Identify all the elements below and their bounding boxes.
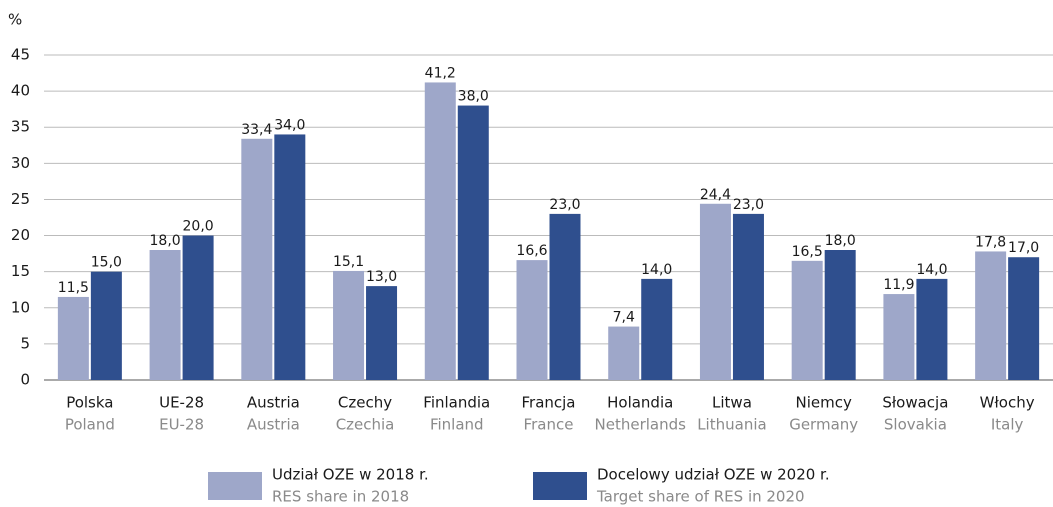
legend-label-en: Target share of RES in 2020 — [596, 488, 805, 506]
x-tick-label: Polska — [66, 394, 113, 412]
value-label: 18,0 — [825, 233, 856, 249]
x-tick-label-en: Czechia — [336, 416, 395, 434]
bar — [274, 134, 306, 380]
value-label: 20,0 — [183, 219, 214, 235]
bar — [516, 260, 548, 380]
y-tick-label: 45 — [11, 46, 30, 64]
legend-swatch — [208, 472, 262, 500]
x-tick-label: Austria — [247, 394, 300, 412]
value-label: 15,1 — [333, 254, 364, 270]
value-label: 17,0 — [1008, 240, 1039, 256]
value-label: 33,4 — [241, 122, 272, 138]
bar — [732, 213, 764, 380]
x-tick-label-en: Finland — [430, 416, 484, 434]
y-tick-label: 20 — [11, 226, 30, 244]
y-tick-label: 35 — [11, 118, 30, 136]
value-label: 34,0 — [274, 117, 305, 133]
value-label: 38,0 — [458, 89, 489, 105]
value-label: 24,4 — [700, 187, 731, 203]
y-tick-label: 15 — [11, 262, 30, 280]
bar — [916, 278, 948, 380]
value-label: 17,8 — [975, 234, 1006, 250]
y-tick-label: 40 — [11, 82, 30, 100]
bar — [241, 138, 273, 380]
y-axis-label: % — [8, 11, 22, 29]
x-tick-label: Włochy — [980, 394, 1035, 412]
legend-swatch — [533, 472, 587, 500]
x-tick-label-en: Netherlands — [595, 416, 687, 434]
x-tick-label: Francja — [521, 394, 575, 412]
value-label: 7,4 — [613, 310, 635, 326]
x-tick-label: Litwa — [712, 394, 752, 412]
value-label: 23,0 — [733, 197, 764, 213]
bar — [90, 271, 122, 380]
bar — [608, 326, 640, 380]
value-label: 16,6 — [516, 243, 547, 259]
x-tick-label: Czechy — [338, 394, 392, 412]
value-label: 11,5 — [58, 280, 89, 296]
y-tick-label: 30 — [11, 154, 30, 172]
x-tick-label-en: Austria — [247, 416, 300, 434]
y-tick-label: 25 — [11, 190, 30, 208]
bar — [1008, 257, 1040, 380]
bar — [333, 270, 365, 380]
value-label: 23,0 — [549, 197, 580, 213]
bar — [641, 278, 673, 380]
value-label: 14,0 — [641, 262, 672, 278]
bar — [149, 250, 181, 380]
bar — [699, 203, 731, 380]
bar — [182, 235, 214, 380]
bar — [457, 105, 489, 381]
x-tick-label: Finlandia — [423, 394, 490, 412]
legend-label: Docelowy udział OZE w 2020 r. — [597, 466, 830, 484]
x-tick-label-en: Germany — [789, 416, 858, 434]
y-tick-label: 0 — [20, 371, 30, 389]
x-tick-label-en: Italy — [991, 416, 1024, 434]
x-tick-label: UE-28 — [159, 394, 204, 412]
value-label: 16,5 — [792, 244, 823, 260]
bar — [791, 260, 823, 380]
x-tick-label-en: Slovakia — [884, 416, 947, 434]
x-tick-label-en: Poland — [65, 416, 115, 434]
value-label: 15,0 — [91, 255, 122, 271]
bar — [824, 250, 856, 380]
x-tick-label: Słowacja — [882, 394, 948, 412]
bar — [424, 82, 456, 380]
x-tick-label-en: France — [524, 416, 574, 434]
x-tick-label-en: EU-28 — [159, 416, 204, 434]
value-label: 18,0 — [150, 233, 181, 249]
value-label: 41,2 — [425, 65, 456, 81]
bar — [366, 286, 398, 380]
x-tick-label-en: Lithuania — [697, 416, 766, 434]
y-tick-label: 5 — [20, 334, 30, 352]
value-label: 11,9 — [883, 277, 914, 293]
bar — [57, 296, 89, 380]
x-tick-label: Niemcy — [796, 394, 852, 412]
value-label: 13,0 — [366, 269, 397, 285]
bar — [549, 213, 581, 380]
value-label: 14,0 — [916, 262, 947, 278]
x-tick-label: Holandia — [607, 394, 673, 412]
legend-label-en: RES share in 2018 — [272, 488, 409, 506]
bar — [883, 294, 915, 380]
bar — [975, 251, 1007, 380]
y-tick-label: 10 — [11, 298, 30, 316]
legend-label: Udział OZE w 2018 r. — [272, 466, 429, 484]
